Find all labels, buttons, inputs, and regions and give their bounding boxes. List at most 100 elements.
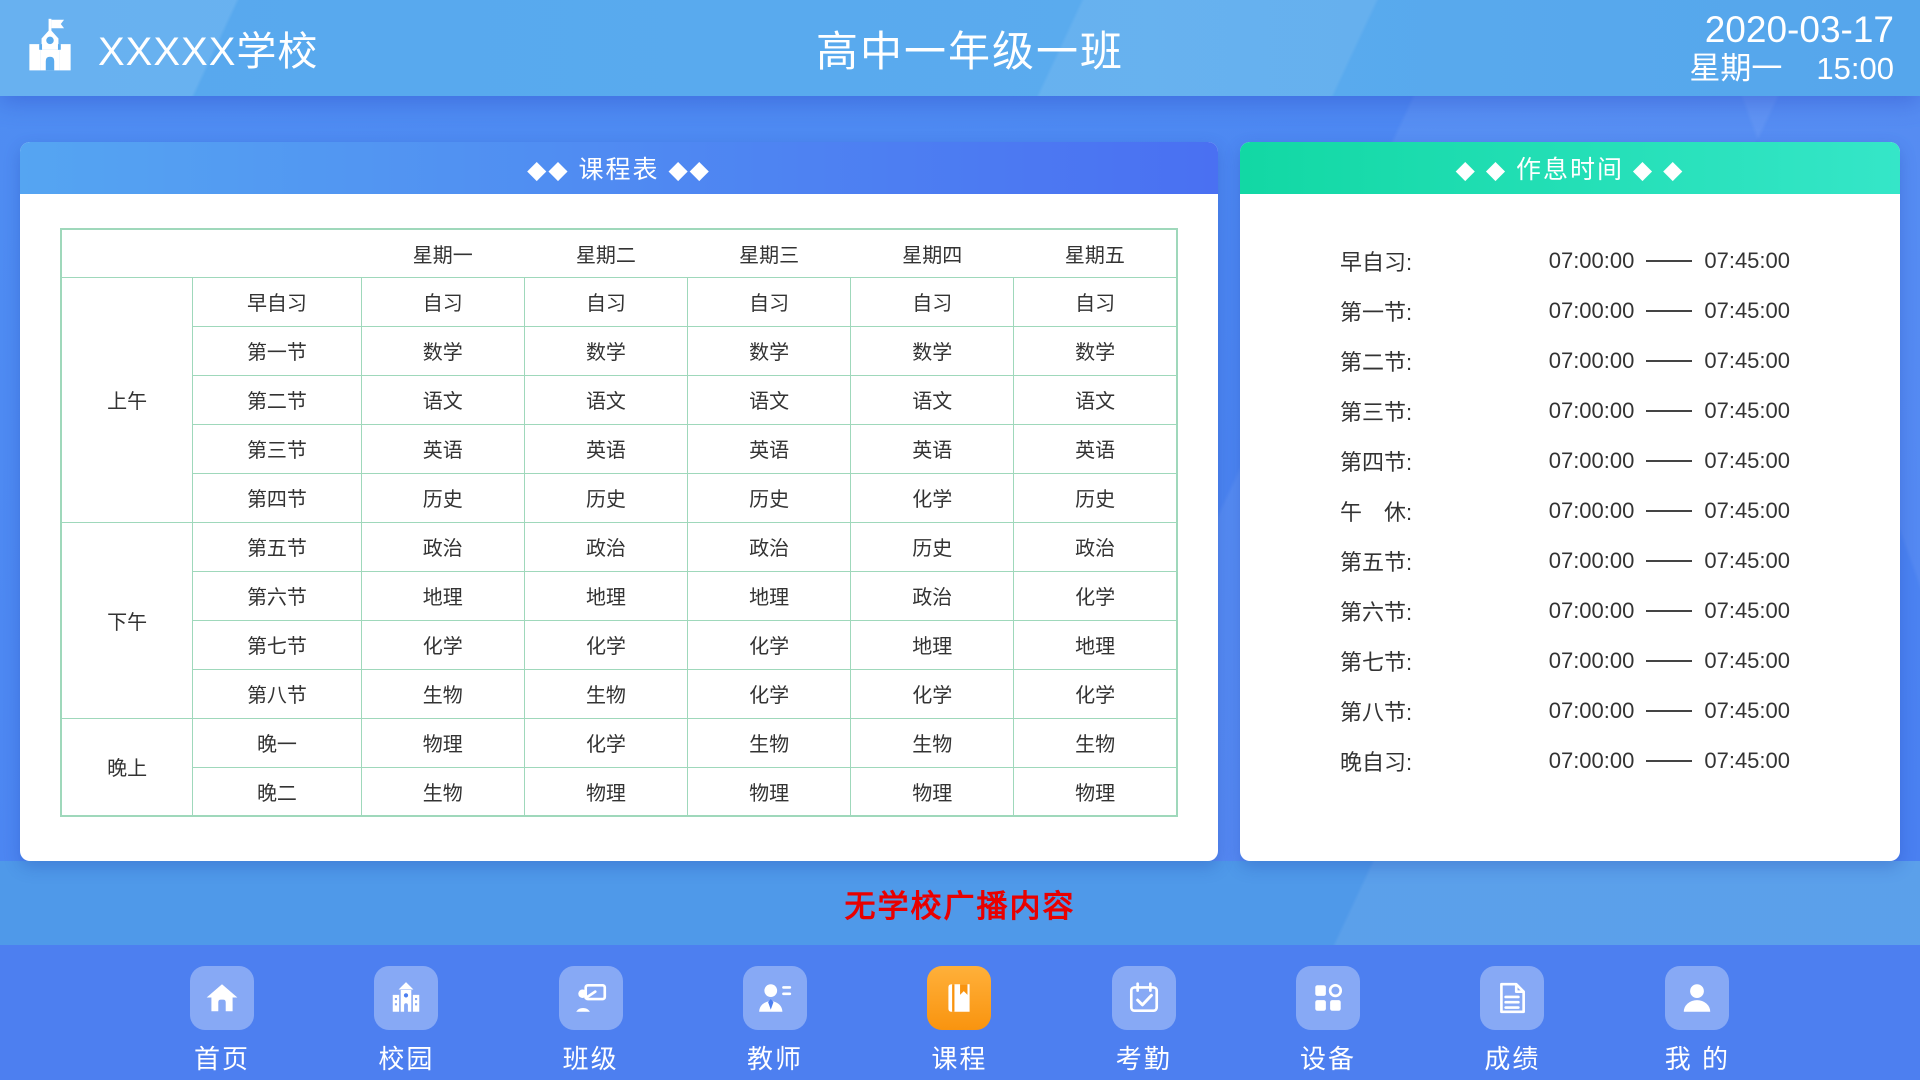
time-row-label: 晚自习: (1340, 750, 1413, 775)
day-header: 星期五 (1013, 228, 1177, 278)
time-start: 07:00:00 (1548, 698, 1635, 723)
list-item: 第一节: 07:00:00 07:45:00 (1340, 286, 1790, 336)
subject-cell: 生物 (687, 717, 852, 768)
subject-cell: 物理 (687, 766, 852, 817)
time-row-label: 第八节: (1340, 700, 1413, 725)
subject-cell: 化学 (687, 668, 852, 719)
home-icon (190, 966, 254, 1030)
time-range-dash (1646, 360, 1693, 362)
table-row: 上午 早自习 自习 自习 自习 自习 自习 (60, 276, 1178, 523)
period-cell: 第五节 (192, 521, 362, 572)
time-end: 07:45:00 (1704, 548, 1790, 573)
nav-item-home[interactable]: 首页 (190, 966, 254, 1080)
nav-item-teacher[interactable]: 教师 (743, 966, 808, 1080)
subject-cell: 英语 (1013, 423, 1178, 474)
table-row: 第一节 数学 数学 数学 数学 数学 (61, 325, 1178, 376)
subject-cell: 化学 (360, 619, 525, 670)
rest-times-panel: ◆ ◆ 作息时间 ◆ ◆ 早自习: 07:00:00 07:45:00 第一节: … (1240, 142, 1900, 861)
list-item: 第八节: 07:00:00 07:45:00 (1340, 686, 1790, 736)
time-start: 07:00:00 (1548, 448, 1635, 473)
time-row-label: 第一节: (1340, 300, 1413, 325)
list-item: 第七节: 07:00:00 07:45:00 (1340, 636, 1790, 686)
period-cell: 第一节 (192, 325, 362, 376)
day-header: 星期一 (361, 228, 525, 278)
time-start: 07:00:00 (1548, 398, 1635, 423)
time-row-label: 午 休: (1340, 500, 1413, 525)
school-icon (374, 966, 439, 1030)
table-row: 晚上 晚一 物理 化学 生物 生物 生物 (60, 717, 1178, 817)
nav-label: 课程 (931, 1044, 988, 1074)
top-header-bar: XXXXX学校 高中一年级一班 2020-03-17 星期一 15:00 (0, 0, 1920, 96)
time-range-dash (1646, 310, 1693, 312)
school-brand: XXXXX学校 (20, 16, 580, 81)
subject-cell: 化学 (1013, 570, 1178, 621)
subject-cell: 数学 (850, 325, 1015, 376)
subject-cell: 数学 (1013, 325, 1178, 376)
subject-cell: 自习 (687, 276, 852, 327)
period-cell: 第二节 (192, 374, 362, 425)
time-start: 07:00:00 (1548, 648, 1635, 673)
time-row-label: 早自习: (1340, 250, 1413, 275)
day-header-row: 星期一 星期二 星期三 星期四 星期五 (61, 228, 1177, 278)
subject-cell: 政治 (1013, 521, 1178, 572)
nav-item-class[interactable]: 班级 (558, 966, 623, 1080)
course-schedule-table-wrap: 星期一 星期二 星期三 星期四 星期五 上午 早自习 自习 自习 自习 自习 自… (20, 194, 1218, 861)
time-start: 07:00:00 (1548, 298, 1635, 323)
subject-cell: 化学 (850, 668, 1015, 719)
table-row: 第三节 英语 英语 英语 英语 英语 (61, 423, 1178, 474)
attendance-icon (1111, 966, 1176, 1030)
subject-cell: 地理 (1013, 619, 1178, 670)
nav-item-devices[interactable]: 设备 (1296, 966, 1361, 1080)
nav-label: 首页 (193, 1044, 250, 1074)
list-item: 晚自习: 07:00:00 07:45:00 (1340, 736, 1790, 786)
rest-times-list: 早自习: 07:00:00 07:45:00 第一节: 07:00:00 07:45… (1240, 194, 1900, 861)
subject-cell: 自习 (850, 276, 1015, 327)
period-cell: 晚二 (192, 766, 362, 817)
broadcast-message: 无学校广播内容 (844, 888, 1076, 924)
table-row: 第四节 历史 历史 历史 化学 历史 (61, 472, 1178, 523)
subject-cell: 英语 (360, 423, 525, 474)
subject-cell: 物理 (1013, 766, 1178, 817)
table-row: 第六节 地理 地理 地理 政治 化学 (61, 570, 1178, 621)
subject-cell: 语文 (523, 374, 689, 425)
subject-cell: 生物 (850, 717, 1015, 768)
subject-cell: 物理 (523, 766, 689, 817)
period-cell: 第七节 (192, 619, 362, 670)
subject-cell: 生物 (360, 766, 525, 817)
nav-label: 成绩 (1484, 1044, 1541, 1074)
date-text: 2020-03-17 (1704, 8, 1894, 50)
nav-item-profile[interactable]: 我 的 (1665, 966, 1730, 1080)
course-schedule-panel: ◆◆ 课程表 ◆◆ 星期一 星期二 星期三 星期四 星期五 (20, 142, 1218, 861)
nav-item-course[interactable]: 课程 (927, 966, 992, 1080)
group-cell-evening: 晚上 (60, 717, 194, 817)
time-range-dash (1646, 510, 1693, 512)
table-row: 第二节 语文 语文 语文 语文 语文 (61, 374, 1178, 425)
subject-cell: 生物 (360, 668, 525, 719)
time-range-dash (1646, 660, 1693, 662)
subject-cell: 地理 (687, 570, 852, 621)
nav-item-scores[interactable]: 成绩 (1480, 966, 1545, 1080)
scores-icon (1480, 966, 1545, 1030)
school-logo-icon (20, 16, 80, 81)
nav-label: 考勤 (1115, 1044, 1172, 1074)
time-start: 07:00:00 (1548, 548, 1635, 573)
subject-cell: 语文 (1013, 374, 1178, 425)
time-end: 07:45:00 (1704, 598, 1790, 623)
main-content: ◆◆ 课程表 ◆◆ 星期一 星期二 星期三 星期四 星期五 (0, 96, 1920, 861)
subject-cell: 自习 (523, 276, 689, 327)
subject-cell: 数学 (523, 325, 689, 376)
teacher-icon (743, 966, 808, 1030)
subject-cell: 政治 (687, 521, 852, 572)
time-range-dash (1646, 460, 1693, 462)
devices-icon (1296, 966, 1361, 1030)
day-header: 星期四 (850, 228, 1014, 278)
table-row: 晚二 生物 物理 物理 物理 物理 (61, 766, 1178, 817)
subject-cell: 政治 (850, 570, 1015, 621)
nav-item-campus[interactable]: 校园 (374, 966, 439, 1080)
day-header: 星期二 (524, 228, 688, 278)
subject-cell: 化学 (687, 619, 852, 670)
class-title: 高中一年级一班 (815, 27, 1124, 75)
nav-item-attendance[interactable]: 考勤 (1111, 966, 1176, 1080)
subject-cell: 地理 (523, 570, 689, 621)
time-end: 07:45:00 (1704, 498, 1790, 523)
